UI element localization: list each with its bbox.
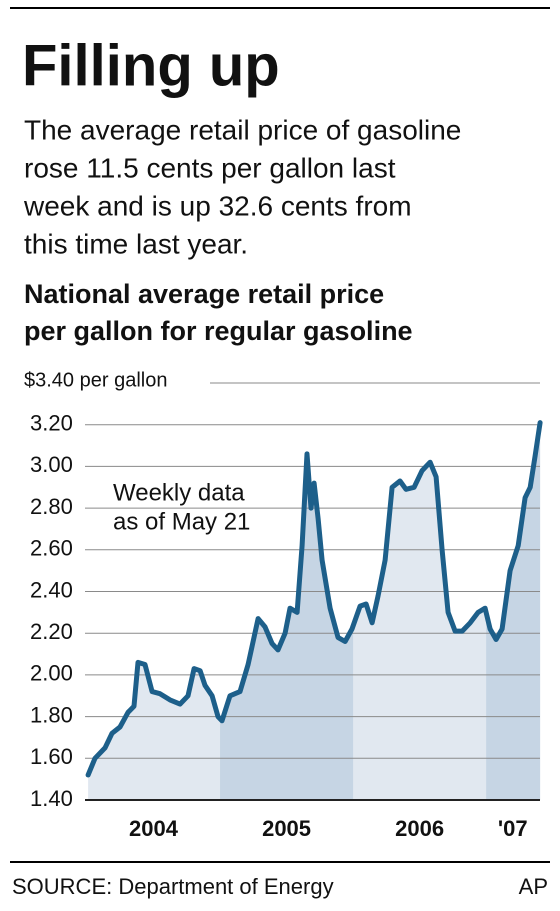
x-tick-label: 2005 (262, 816, 311, 841)
y-tick-label: 2.00 (30, 661, 73, 686)
y-tick-label: 3.20 (30, 411, 73, 436)
chart-title-line: per gallon for regular gasoline (24, 316, 413, 346)
annotation: as of May 21 (113, 508, 250, 535)
x-tick-label: 2006 (395, 816, 444, 841)
y-tick-label: 1.60 (30, 744, 73, 769)
subtitle-line: rose 11.5 cents per gallon last (24, 152, 396, 183)
y-tick-label: 2.20 (30, 619, 73, 644)
y-tick-label: 2.40 (30, 577, 73, 602)
chart-title-line: National average retail price (24, 279, 384, 309)
annotation: Weekly data (113, 479, 245, 506)
y-tick-label: 2.60 (30, 536, 73, 561)
y-tick-label: 1.40 (30, 786, 73, 811)
y-tick-label: $3.40 per gallon (24, 369, 167, 391)
subtitle-line: this time last year. (24, 228, 248, 259)
subtitle-line: The average retail price of gasoline (24, 114, 461, 145)
line (85, 420, 543, 778)
y-tick-label: 3.00 (30, 452, 73, 477)
source: SOURCE: Department of Energy (12, 874, 334, 899)
y-tick-label: 1.80 (30, 702, 73, 727)
x-tick-label: 2004 (129, 816, 179, 841)
x-tick-label: '07 (498, 816, 528, 841)
subtitle-line: week and is up 32.6 cents from (23, 190, 412, 221)
page-title: Filling up (22, 33, 280, 98)
credit: AP (519, 874, 548, 899)
y-tick-label: 2.80 (30, 494, 73, 519)
